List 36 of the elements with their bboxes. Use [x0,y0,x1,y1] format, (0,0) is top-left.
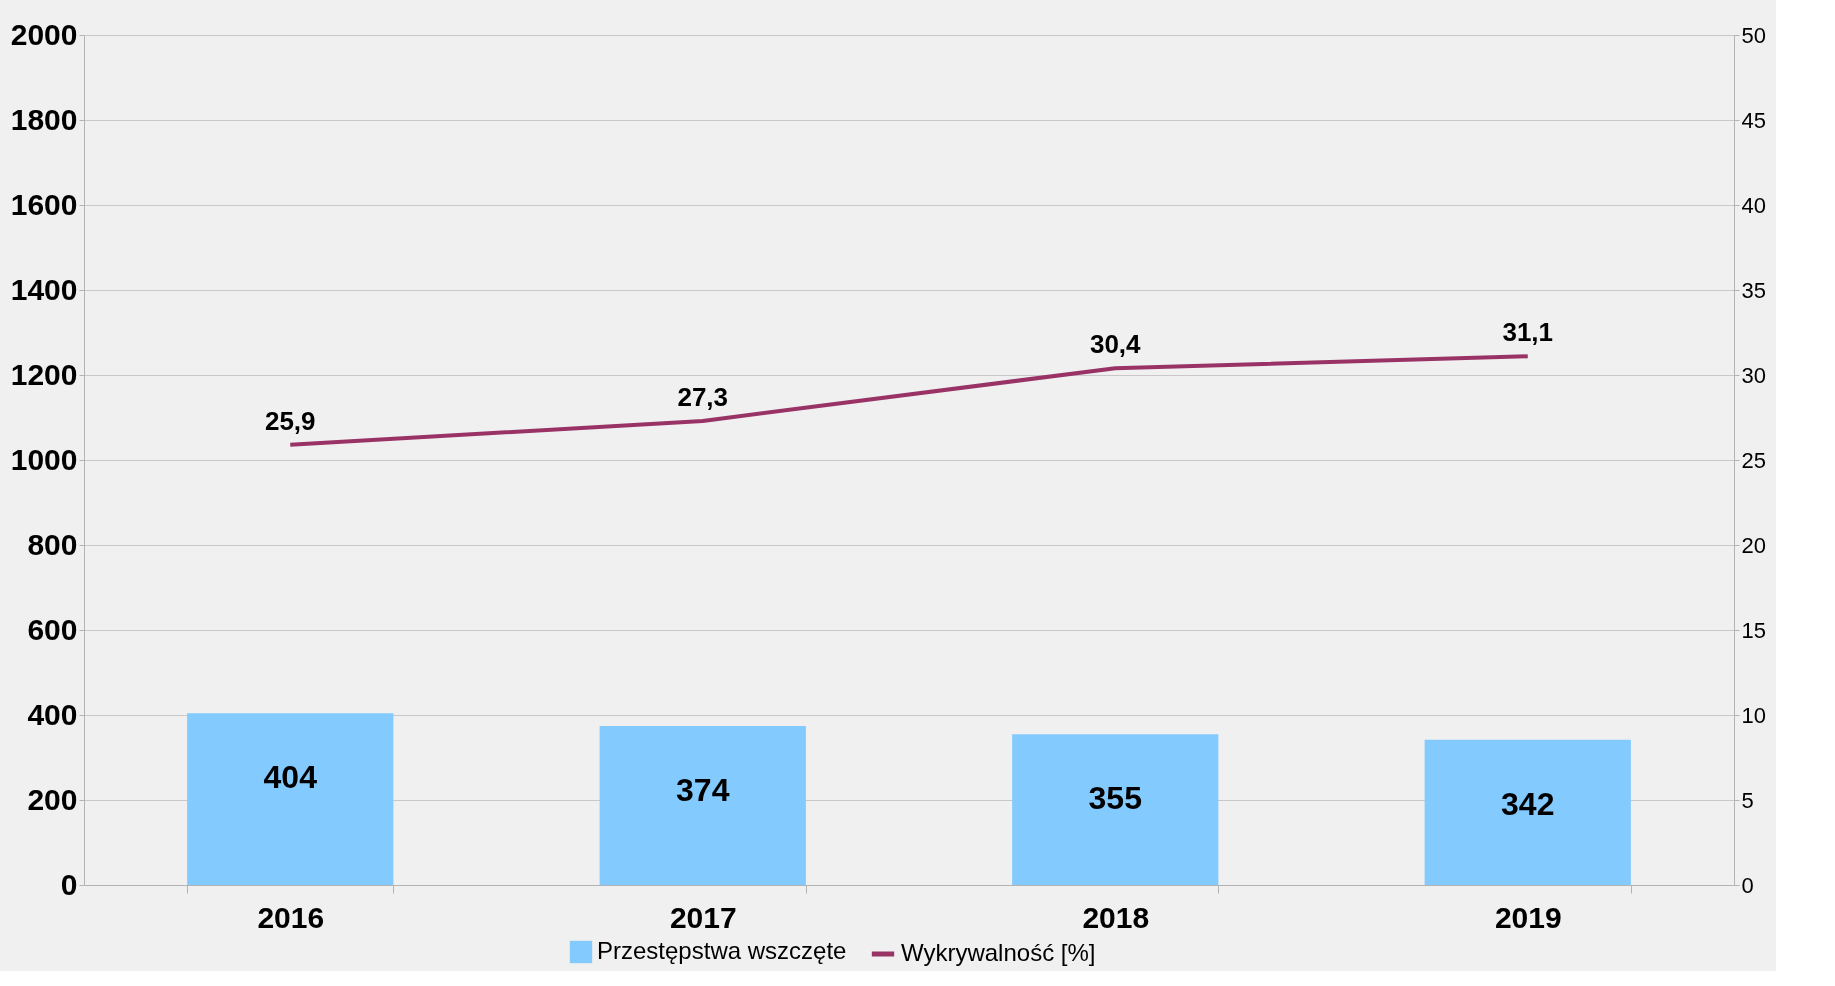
y2-tick-label: 50 [1741,22,1766,48]
data-label: 27,3 [677,381,729,412]
data-label: 342 [1501,785,1555,822]
data-label: 404 [263,759,318,796]
y2-tick-label: 45 [1741,107,1766,133]
data-label: 374 [676,772,730,809]
y-tick-label: 200 [27,782,78,816]
y-tick-label: 1000 [10,442,78,476]
y-tick-label: 0 [60,867,78,901]
y2-tick-label: 25 [1741,447,1766,473]
y-tick-label: 1400 [10,272,78,306]
x-tick-label: 2019 [1494,900,1562,934]
y2-tick-label: 40 [1741,192,1766,218]
y2-tick-label: 20 [1741,532,1766,558]
y2-tick-label: 0 [1741,872,1754,898]
y-tick-label: 800 [27,527,78,561]
y-tick-label: 2000 [10,17,78,51]
y2-tick-label: 35 [1741,277,1766,303]
y-tick-label: 1600 [10,187,78,221]
data-label: 355 [1088,780,1142,817]
y2-tick-label: 15 [1741,617,1766,643]
legend-label: Wykrywalność [%] [901,939,1096,966]
y2-tick-label: 30 [1741,362,1766,388]
y-tick-label: 1200 [10,357,78,391]
x-tick-label: 2018 [1082,900,1150,934]
y-tick-label: 1800 [10,102,78,136]
y-tick-label: 400 [27,697,78,731]
y-tick-label: 600 [27,612,78,646]
data-label: 25,9 [264,405,316,436]
data-label: 30,4 [1089,329,1142,360]
x-tick-label: 2016 [257,900,325,934]
legend-label: Przestępstwa wszczęte [597,937,847,964]
y2-tick-label: 10 [1741,702,1766,728]
x-tick-label: 2017 [669,900,737,934]
data-label: 31,1 [1502,317,1554,348]
y2-tick-label: 5 [1741,787,1754,813]
